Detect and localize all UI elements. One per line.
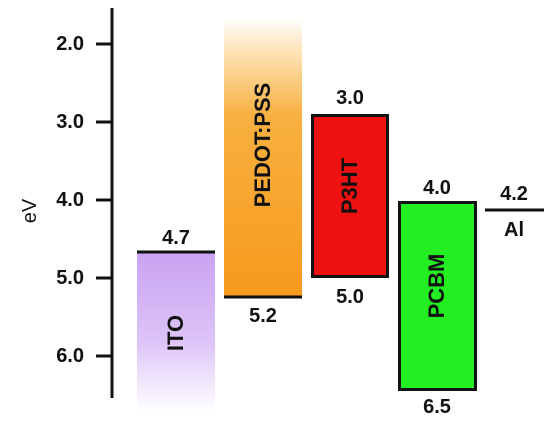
tick-label-4-0: 4.0	[56, 189, 84, 211]
axis-label-ev: eV	[19, 198, 41, 224]
al-value-label: 4.2	[500, 183, 528, 205]
pcbm-bottom-value-label: 6.5	[423, 396, 451, 418]
pcbm-bar	[398, 201, 477, 391]
p3ht-top-value-label: 3.0	[336, 87, 364, 109]
tick-label-5-0: 5.0	[56, 267, 84, 289]
tick-label-3-0: 3.0	[56, 111, 84, 133]
p3ht-material-label: P3HT	[337, 157, 362, 215]
p3ht-bar	[311, 114, 389, 278]
pedot-pss-material-label: PEDOT:PSS	[250, 82, 275, 208]
pcbm-top-value-label: 4.0	[423, 177, 451, 199]
ito-bar	[137, 252, 215, 412]
p3ht-bottom-value-label: 5.0	[336, 286, 364, 308]
pedot-pss-bar	[224, 18, 302, 297]
tick-label-6-0: 6.0	[56, 345, 84, 367]
pedot-pss-value-label: 5.2	[249, 305, 277, 327]
ito-value-label: 4.7	[162, 227, 190, 249]
pcbm-material-label: PCBM	[424, 253, 449, 319]
al-material-label: Al	[504, 219, 524, 241]
tick-label-2-0: 2.0	[56, 33, 84, 55]
ito-material-label: ITO	[163, 314, 188, 352]
